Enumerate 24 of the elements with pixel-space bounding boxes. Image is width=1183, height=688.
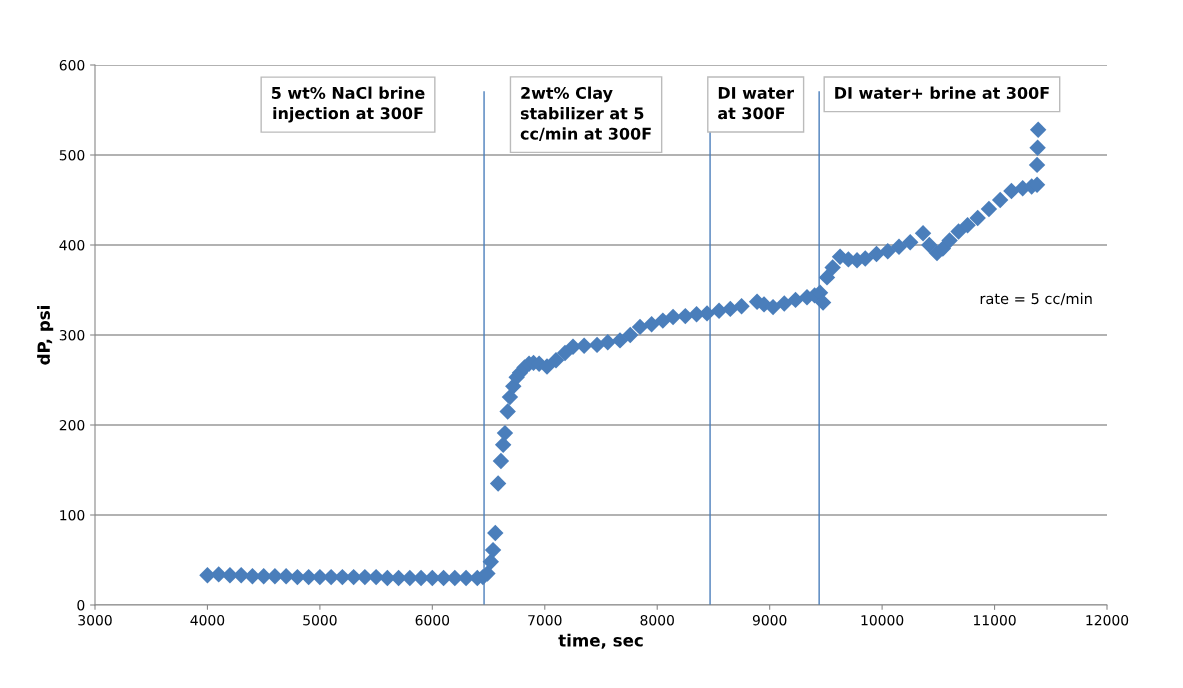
x-tick-label: 6000 (415, 614, 450, 626)
x-tick-label: 4000 (190, 614, 225, 626)
annotation: rate = 5 cc/min (980, 292, 1092, 306)
x-tick-label: 11000 (973, 614, 1016, 626)
x-tick-label: 9000 (752, 614, 787, 626)
x-tick-label: 3000 (78, 614, 112, 626)
x-tick-label: 7000 (528, 614, 562, 626)
y-tick-label: 300 (59, 329, 85, 341)
x-tick-label: 10000 (861, 614, 904, 626)
annotation: DI water at 300F (718, 87, 794, 120)
x-tick-label: 5000 (303, 614, 337, 626)
x-axis-title: time, sec (558, 633, 643, 649)
y-tick-label: 600 (59, 59, 85, 71)
annotation: 2wt% Clay stabilizer at 5 cc/min at 300F (520, 86, 651, 141)
y-tick-label: 200 (59, 419, 85, 431)
y-axis-title: dP, psi (37, 306, 54, 365)
y-tick-label: 0 (77, 599, 85, 611)
y-tick-label: 100 (60, 509, 85, 521)
annotation: 5 wt% NaCl brine injection at 300F (271, 86, 425, 123)
y-tick-label: 400 (59, 239, 85, 251)
x-tick-label: 8000 (640, 614, 674, 626)
x-tick-label: 12000 (1086, 614, 1129, 626)
y-tick-label: 500 (59, 149, 85, 161)
annotation: DI water+ brine at 300F (835, 86, 1049, 99)
